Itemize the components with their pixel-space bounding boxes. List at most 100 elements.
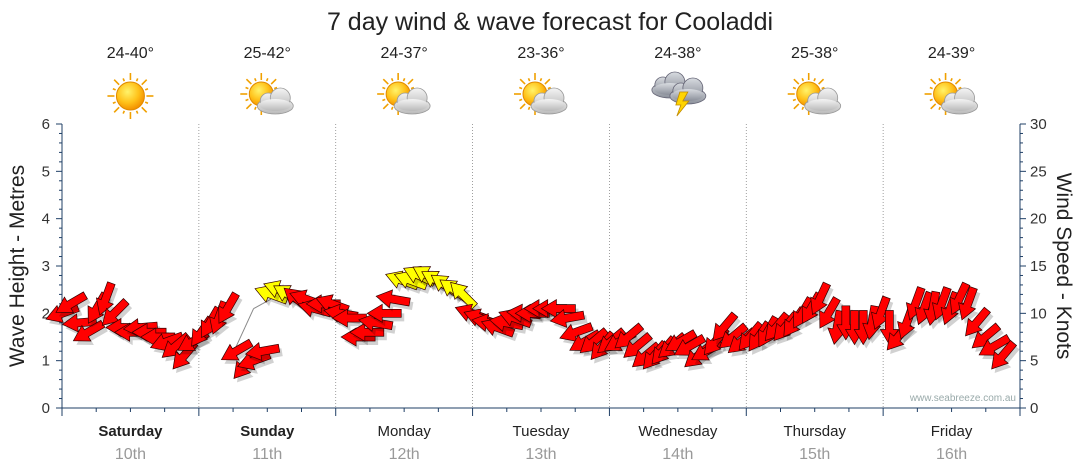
sun-ray — [141, 106, 148, 113]
watermark: www.seabreeze.com.au — [909, 393, 1016, 404]
day-column: 24-37° Monday 12th — [377, 45, 431, 463]
wind-arrow — [101, 297, 130, 326]
y-left-tick-label: 1 — [42, 353, 50, 370]
day-columns: 24-40° Saturday 10th 25-42° Sunday 11th 24-37°… — [98, 45, 978, 463]
y-left-tick-label: 5 — [42, 163, 50, 180]
wind-arrow — [218, 291, 240, 324]
sun-ray — [527, 106, 531, 111]
sun-ray — [958, 86, 962, 90]
wind-arrow — [95, 281, 116, 316]
sun-cloud-icon — [924, 73, 978, 115]
wind-arrow — [540, 298, 576, 319]
wind-arrow — [55, 291, 88, 314]
day-label: Wednesday — [638, 423, 717, 440]
sun-cloud-icon — [240, 73, 294, 115]
sun-ray — [390, 106, 394, 111]
y-left-tick-label: 3 — [42, 258, 50, 275]
wind-arrow — [949, 281, 971, 316]
sun-ray — [122, 78, 126, 82]
sun-ray — [382, 103, 389, 110]
day-column: 25-38° Thursday 15th — [783, 45, 846, 463]
sun-ray — [144, 87, 149, 91]
sun-ray — [245, 98, 249, 102]
cloud-fill — [806, 99, 839, 111]
sun-ray — [407, 78, 414, 85]
wind-arrow — [991, 339, 1018, 370]
sun-ray — [930, 78, 937, 85]
sun-ray — [519, 78, 526, 85]
y-right-tick-label: 30 — [1030, 116, 1047, 133]
wind-arrow — [905, 286, 926, 321]
wind-arrow — [932, 286, 952, 321]
y-right-tick-label: 15 — [1030, 258, 1047, 275]
wind-arrow — [331, 308, 367, 328]
wind-arrow — [220, 338, 254, 361]
y-left-title: Wave Height - Metres — [6, 165, 29, 367]
grid-lines — [198, 124, 884, 408]
sun-ray — [141, 79, 148, 86]
y-right-tick-label: 20 — [1030, 211, 1047, 228]
wind-arrow — [559, 322, 594, 342]
date-label: 11th — [252, 446, 282, 463]
sun-ray — [135, 78, 139, 82]
sun-cloud-icon — [787, 73, 842, 115]
sun-ray — [113, 106, 120, 113]
day-label: Friday — [931, 423, 973, 440]
sun-ray — [112, 87, 116, 91]
sun-ray — [135, 110, 139, 114]
y-left-tick-label: 0 — [42, 400, 50, 417]
day-label: Sunday — [240, 423, 295, 440]
sun-ray — [821, 86, 825, 90]
wind-arrow — [161, 331, 192, 358]
y-left-tick-label: 6 — [42, 116, 50, 133]
wind-arrow — [549, 308, 585, 328]
wind-arrow — [349, 322, 385, 342]
sun-cloud-icon — [377, 73, 431, 115]
wind-arrow — [366, 303, 402, 323]
y-right-tick-label: 0 — [1030, 400, 1038, 417]
temperature-range: 24-39° — [928, 45, 975, 62]
date-label: 10th — [115, 446, 146, 463]
wind-arrow — [375, 289, 411, 309]
sun-ray — [929, 86, 933, 90]
day-label: Tuesday — [513, 423, 570, 440]
date-label: 15th — [799, 446, 830, 463]
wind-arrow — [958, 286, 978, 321]
sun-ray — [527, 77, 531, 82]
wind-arrow — [358, 313, 394, 332]
sun-ray — [273, 86, 278, 90]
wind-arrow — [810, 281, 831, 316]
sun-ray — [518, 98, 523, 102]
temperature-range: 25-38° — [791, 45, 838, 62]
sun-ray — [382, 98, 386, 102]
sun-ray — [793, 103, 800, 110]
wave-segment — [235, 327, 246, 347]
sun-ray — [254, 106, 257, 111]
sun-ray — [410, 86, 415, 90]
sun-ray — [518, 86, 523, 90]
sun-ray — [793, 78, 800, 85]
wind-arrow — [72, 319, 106, 342]
sun-ray — [938, 106, 941, 111]
day-column: 23-36° Tuesday 13th — [513, 45, 570, 463]
sun-ray — [801, 77, 805, 82]
sun-ray — [265, 77, 269, 82]
sun-ray — [245, 78, 252, 85]
temperature-range: 25-42° — [244, 45, 291, 62]
sun-ray — [950, 77, 953, 82]
wave-segment — [253, 303, 263, 310]
chart-title: 7 day wind & wave forecast for Cooladdi — [327, 8, 773, 36]
sun-ray — [254, 77, 257, 82]
sun-ray — [112, 101, 116, 105]
date-label: 12th — [389, 446, 420, 463]
sun-ray — [929, 98, 933, 102]
sun-ray — [544, 78, 551, 85]
sun-ray — [402, 77, 406, 82]
wind-arrow-shadow — [822, 300, 844, 333]
y-right-tick-label: 10 — [1030, 305, 1047, 322]
day-column: 25-42° Sunday 11th — [240, 45, 295, 463]
y-right-title: Wind Speed - Knots — [1052, 173, 1075, 360]
sun-ray — [382, 86, 386, 90]
thunderstorm-icon — [651, 71, 707, 117]
